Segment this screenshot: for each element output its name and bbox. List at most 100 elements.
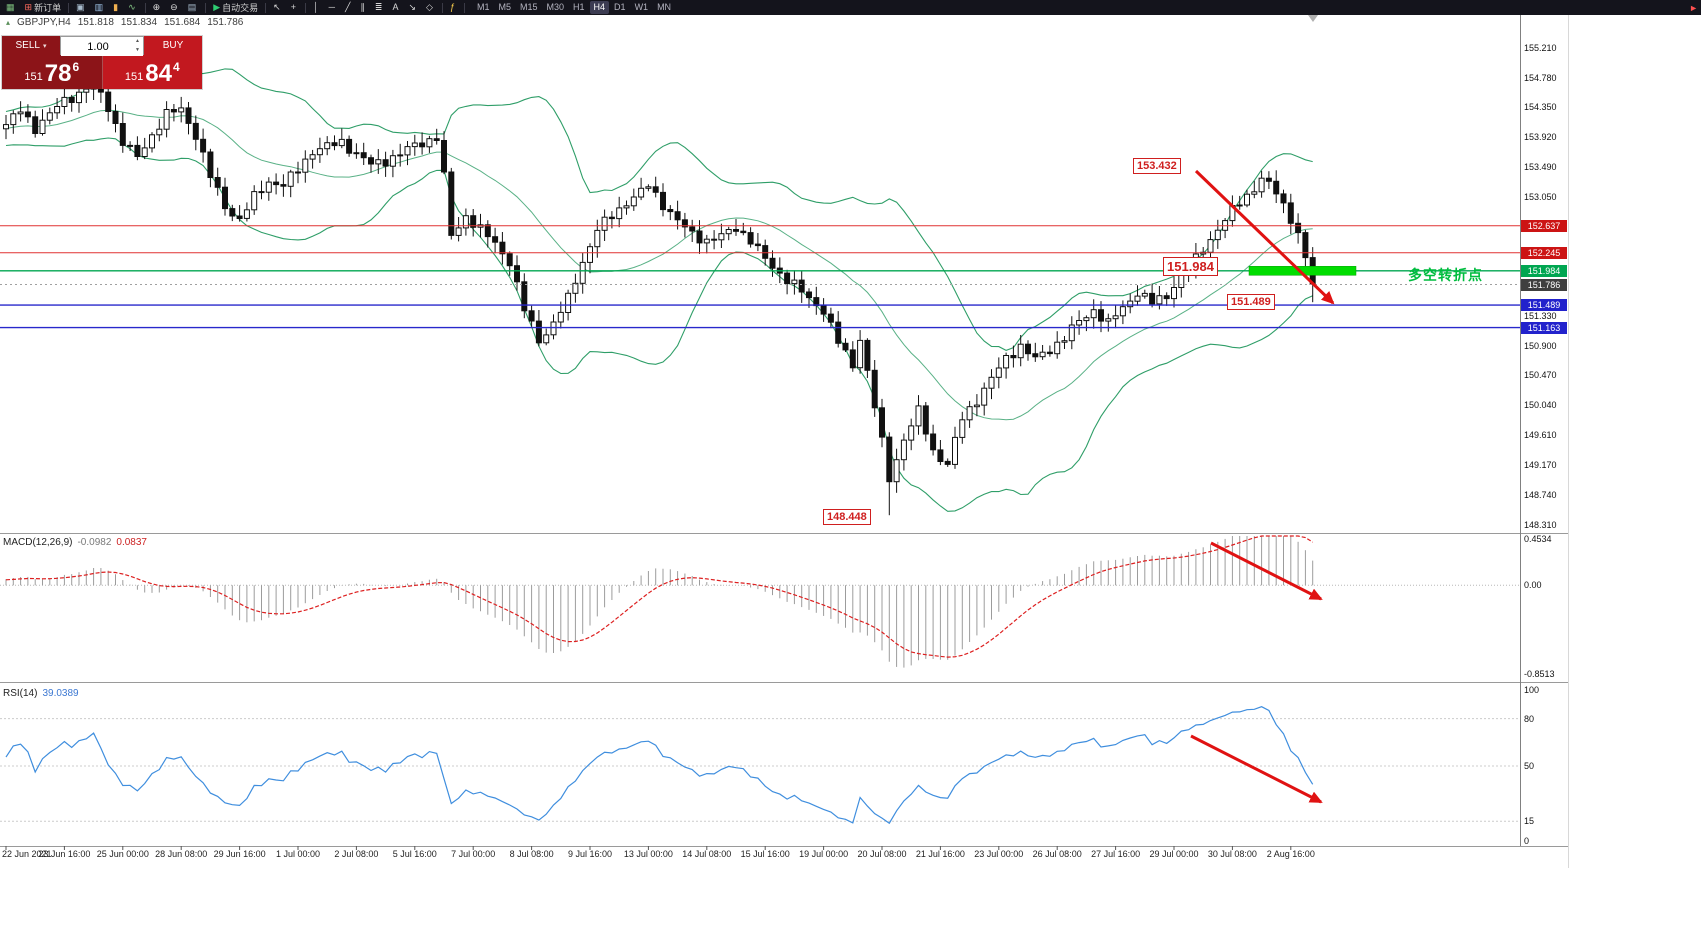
sell-button[interactable]: SELL ▾ [2,36,60,55]
sell-price-base: 151 [24,71,43,83]
timeframe-button-m1[interactable]: M1 [476,2,490,12]
zoom-in-button[interactable]: ⊕ [150,1,166,14]
shapes-tool-button[interactable]: ◇ [423,1,438,14]
volume-input[interactable] [61,38,143,56]
fibonacci-tool-button[interactable]: ≣ [372,1,388,14]
price-axis-badge: 151.163 [1521,321,1567,334]
price-axis-label: 153.050 [1524,192,1557,203]
buy-price-sup: 4 [172,60,180,74]
crosshair-tool-button[interactable]: + [288,1,301,14]
toolbar-separator [304,2,306,13]
rsi-axis-label: 50 [1524,761,1535,771]
volume-up-icon[interactable]: ▲ [135,38,140,44]
auto-trading-button-label: 自动交易 [222,3,259,13]
toolbar-separator [463,2,465,13]
time-axis-label: 14 Jul 08:00 [682,849,732,859]
price-axis-label: 154.350 [1524,102,1557,113]
bollinger-bands [5,68,1313,512]
chart-bars-icon: ▥ [94,2,104,12]
channel-tool-button[interactable]: ∥ [357,1,370,14]
zoom-out-button[interactable]: ⊖ [167,1,183,14]
macd-axis-label: 0.4534 [1524,534,1552,544]
arrows-tool-button[interactable]: ↘ [405,1,421,14]
time-axis-label: 29 Jul 00:00 [1149,849,1199,859]
fibonacci-tool-icon: ≣ [374,2,383,12]
macd-title-text: MACD(12,26,9) [3,537,73,548]
timeframe-button-h1[interactable]: H1 [573,2,585,12]
chart-ohlc-header: ▴ GBPJPY,H4 151.818 151.834 151.684 151.… [6,17,243,29]
timeframe-button-d1[interactable]: D1 [614,2,626,12]
time-axis-label: 26 Jul 08:00 [1032,849,1082,859]
rsi-value: 39.0389 [42,688,79,699]
open-value: 151.818 [77,17,114,28]
timeframe-button-h4[interactable]: H4 [589,1,610,14]
cursor-tool-icon: ↖ [273,2,281,12]
sell-button-label: SELL [15,40,40,51]
toolbar-overflow-icon[interactable]: ► [1689,2,1698,13]
new-order-button[interactable]: ⊞ 新订单 [22,1,65,14]
price-axis-badge: 152.637 [1521,219,1567,232]
price-axis-label: 150.470 [1524,370,1557,381]
time-axis-label: 21 Jul 16:00 [915,849,965,859]
buy-button[interactable]: BUY [144,36,202,55]
buy-button-label: BUY [162,40,184,51]
timeframe-button-m5[interactable]: M5 [498,2,511,12]
macd-panel [0,535,1520,668]
price-annotation-label: 151.984 [1163,257,1218,276]
cursor-tool-button[interactable]: ↖ [270,1,286,14]
price-annotation-label: 148.448 [823,509,871,525]
shapes-tool-icon: ◇ [426,2,433,12]
time-axis-label: 23 Jun 16:00 [38,849,91,859]
toolbar-separator [205,2,207,13]
price-axis-badge: 151.786 [1521,278,1567,291]
price-axis-badge: 151.984 [1521,264,1567,277]
close-value: 151.786 [207,17,244,28]
horizontal-line-tool-icon: ─ [328,2,335,12]
crosshair-tool-icon: + [290,2,296,12]
auto-trading-button[interactable]: ▶ 自动交易 [210,1,261,14]
rsi-axis-label: 80 [1524,713,1535,724]
macd-value: -0.0982 [77,537,112,548]
price-axis-label: 150.040 [1524,400,1557,411]
high-value: 151.834 [120,17,158,28]
profiles-button[interactable]: ▣ [73,1,90,14]
timeframe-button-m30[interactable]: M30 [546,2,565,12]
buy-price-big: 84 [145,60,172,87]
price-axis-label: 149.170 [1524,460,1557,471]
rsi-title-text: RSI(14) [3,688,38,699]
timeframe-toolbar: M1 M5 M15 M30 H1 H4 D1 W1 MN [473,1,675,14]
volume-down-icon[interactable]: ▼ [135,47,140,53]
time-axis-label: 27 Jul 16:00 [1091,849,1141,859]
text-tool-button[interactable]: A [389,1,403,14]
chart-window-button[interactable]: ▦ [3,1,20,14]
indicators-button[interactable]: ƒ [447,1,460,14]
price-axis-label: 155.210 [1524,42,1557,53]
sell-price-display[interactable]: 151 78 6 [2,55,103,89]
time-axis-label: 2 Jul 08:00 [334,849,379,859]
horizontal-line-tool-button[interactable]: ─ [326,1,340,14]
sell-price-sup: 6 [72,60,80,74]
vertical-line-tool-button[interactable]: │ [310,1,324,14]
chart-bars-button[interactable]: ▥ [92,1,109,14]
timeframe-button-w1[interactable]: W1 [634,2,649,12]
vertical-line-tool-icon: │ [312,2,319,12]
timeframe-button-mn[interactable]: MN [657,2,672,12]
buy-price-display[interactable]: 151 84 4 [102,55,202,89]
symbol-timeframe-label: GBPJPY,H4 [17,17,71,28]
rsi-panel [0,706,1520,825]
trendline-tool-button[interactable]: ╱ [342,1,355,14]
timeframe-button-m15[interactable]: M15 [519,2,538,12]
zoom-in-icon: ⊕ [152,2,161,12]
chart-candles-button[interactable]: ▮ [110,1,123,14]
tile-windows-button[interactable]: ▤ [185,1,202,14]
text-tool-icon: A [392,2,399,12]
price-axis-label: 149.610 [1524,429,1557,440]
time-axis-label: 30 Jul 08:00 [1207,849,1257,859]
volume-field: ▲ ▼ [60,36,144,56]
price-axis-label: 153.490 [1524,161,1557,172]
price-axis-badge: 152.245 [1521,246,1567,259]
chart-line-button[interactable]: ∿ [125,1,141,14]
low-value: 151.684 [164,17,201,28]
macd-axis-label: 0.00 [1524,580,1542,591]
